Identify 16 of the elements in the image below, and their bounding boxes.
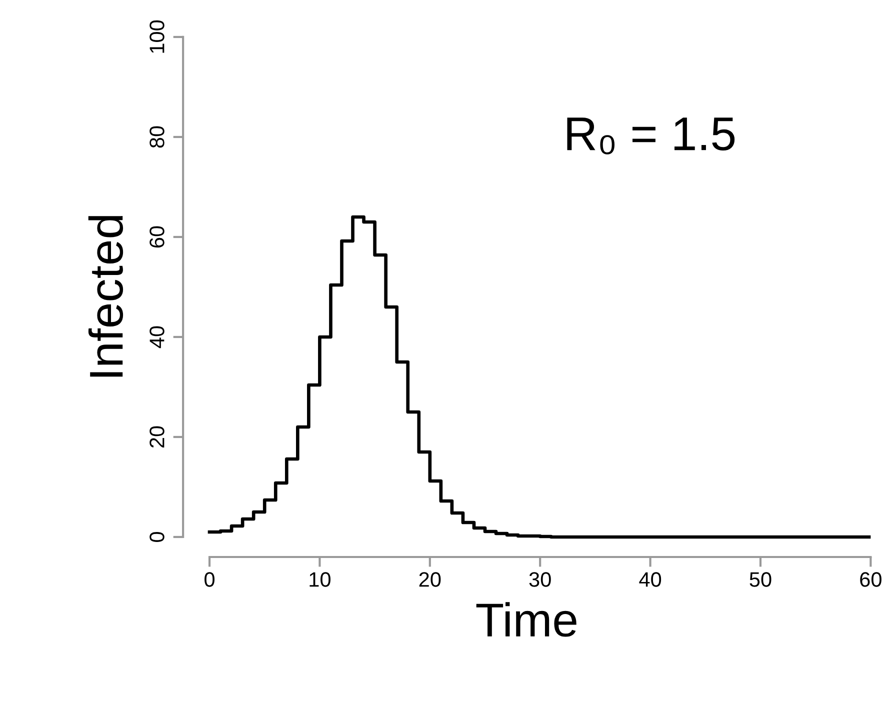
y-axis-title: Infected bbox=[88, 216, 124, 377]
x-tick-label: 30 bbox=[529, 572, 551, 587]
y-tick-label: 40 bbox=[150, 326, 164, 348]
y-tick-label: 20 bbox=[150, 426, 164, 448]
y-tick-label: 80 bbox=[150, 126, 164, 148]
x-tick-label: 50 bbox=[750, 572, 772, 587]
x-tick-label: 40 bbox=[639, 572, 662, 587]
y-tick-label: 0 bbox=[150, 532, 164, 542]
annotation: R₀ = 1.5 bbox=[567, 118, 735, 154]
x-tick-label: 60 bbox=[860, 572, 882, 587]
x-tick-label: 10 bbox=[310, 572, 330, 587]
x-tick-label: 20 bbox=[419, 572, 441, 587]
x-axis-title: Time bbox=[476, 602, 576, 637]
x-tick-label: 0 bbox=[204, 572, 214, 587]
y-tick-label: 100 bbox=[150, 20, 164, 53]
y-tick-label: 60 bbox=[150, 226, 164, 248]
